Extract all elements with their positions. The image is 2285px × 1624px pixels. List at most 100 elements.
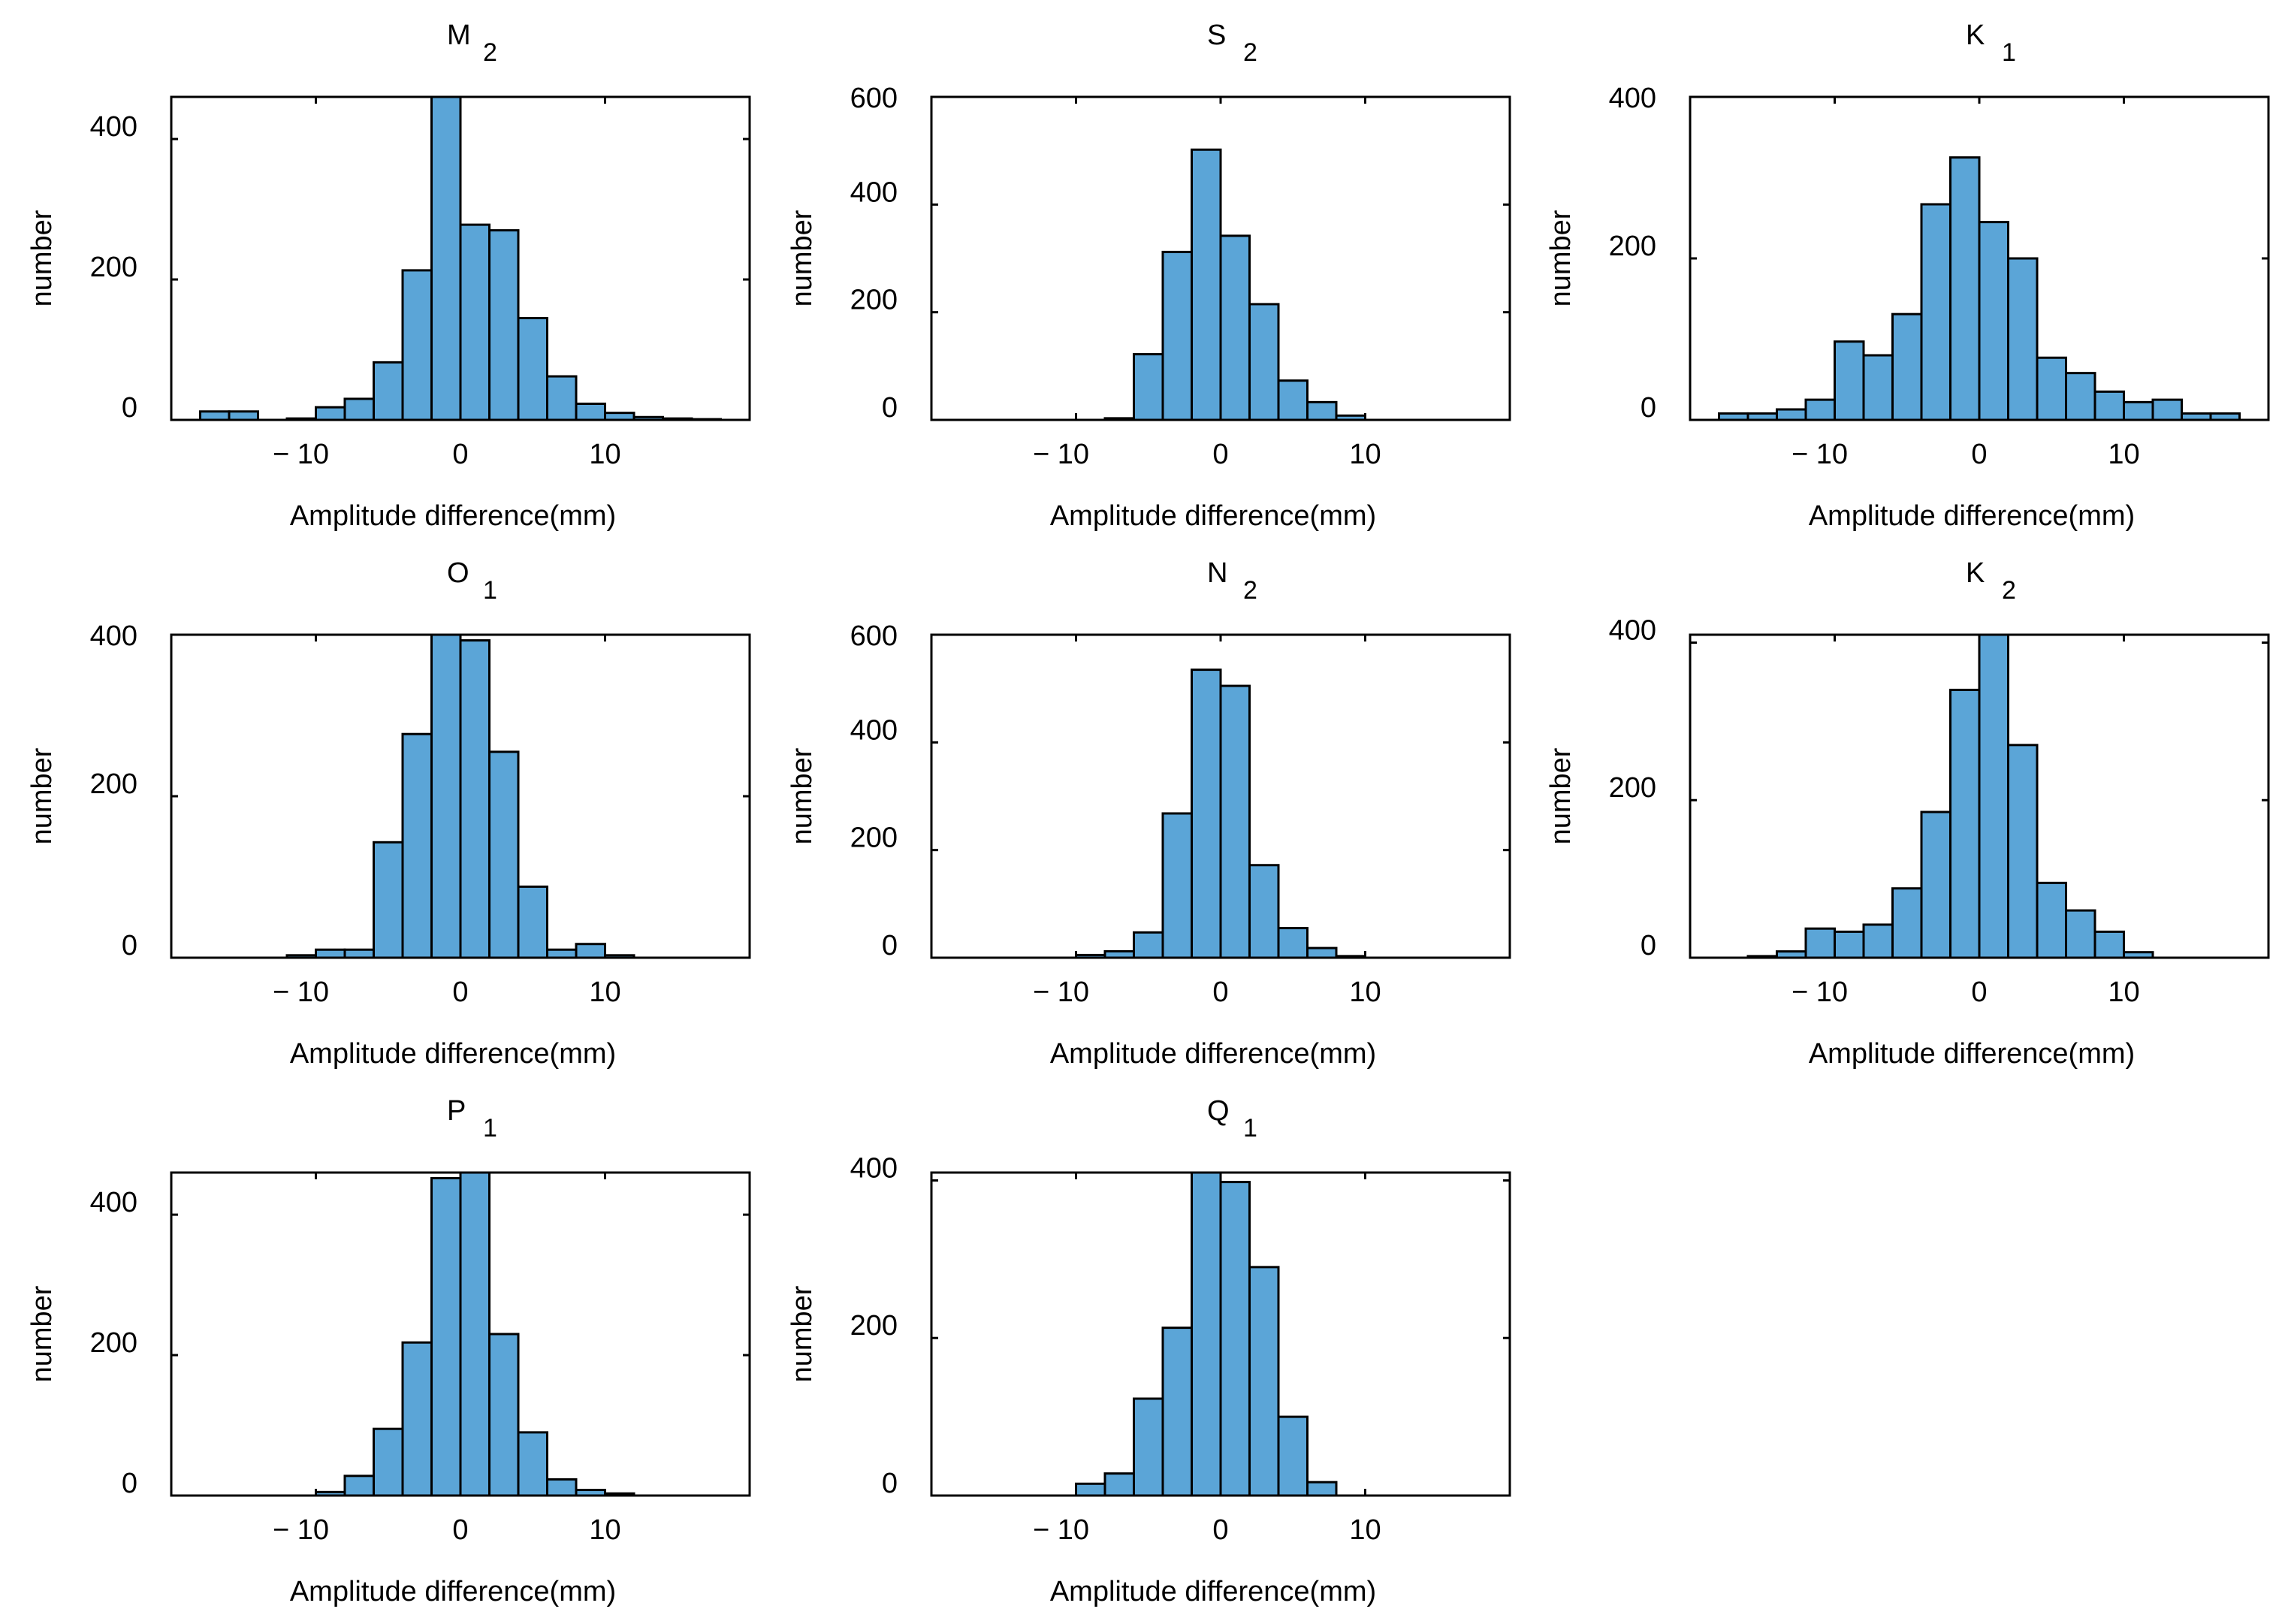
- panel-title-subscript: 1: [2002, 38, 2016, 67]
- histogram-bar: [430, 1176, 462, 1497]
- x-axis-label: Amplitude difference(mm): [1050, 1038, 1376, 1070]
- x-axis-label: Amplitude difference(mm): [1050, 500, 1376, 532]
- histogram-panel: 0 200 400 600 − 10 0 10 Amplitude difference(mm…: [786, 20, 1511, 532]
- histogram-bar: [1103, 1472, 1135, 1497]
- y-tick-label: 200: [90, 1327, 137, 1359]
- histogram-bar: [2123, 400, 2154, 421]
- histogram-bar: [546, 1478, 578, 1497]
- x-axis-label: Amplitude difference(mm): [290, 1038, 616, 1070]
- x-tick-label: 10: [2108, 977, 2139, 1008]
- histogram-bar: [575, 943, 606, 959]
- x-tick-label: − 10: [1791, 977, 1848, 1008]
- y-tick-label: 0: [882, 1468, 898, 1499]
- panel-title: O: [447, 557, 469, 589]
- histogram-bar: [1862, 354, 1894, 421]
- y-tick-label: 0: [882, 930, 898, 961]
- histogram-bar: [1133, 931, 1164, 959]
- histogram-bar: [1978, 633, 2009, 959]
- histogram-bar: [517, 885, 548, 959]
- x-tick-label: − 10: [273, 977, 329, 1008]
- y-tick-label: 400: [90, 1187, 137, 1218]
- histogram-panel: 0 200 400 − 10 0 10 Amplitude difference(mm) nu…: [786, 1095, 1511, 1607]
- x-tick-label: − 10: [1033, 439, 1089, 470]
- histogram-bar: [1776, 408, 1807, 421]
- x-tick-label: 10: [1349, 1514, 1381, 1546]
- panel-title: Q: [1207, 1095, 1230, 1127]
- histogram-bar: [1133, 353, 1164, 421]
- y-tick-label: 400: [90, 620, 137, 652]
- y-axis-label: number: [26, 210, 58, 306]
- histogram-bar: [1949, 156, 1981, 421]
- histogram-bar: [430, 633, 462, 959]
- histogram-bar: [373, 1427, 404, 1497]
- x-tick-label: 10: [589, 439, 620, 470]
- y-tick-label: 400: [850, 714, 898, 746]
- histogram-bar: [1219, 684, 1251, 959]
- histogram-bar: [401, 1341, 433, 1497]
- histogram-panel: 0 200 400 − 10 0 10 Amplitude difference(mm) nu…: [26, 557, 751, 1070]
- y-axis-label: number: [26, 1285, 58, 1382]
- histogram-bar: [1161, 812, 1193, 959]
- histogram-bar: [1891, 312, 1923, 421]
- y-tick-label: 200: [850, 1310, 898, 1342]
- histogram-bar: [1191, 1171, 1222, 1497]
- histogram-panel: 0 200 400 − 10 0 10 Amplitude difference(mm) nu…: [26, 1095, 751, 1607]
- histogram-bar: [2007, 744, 2039, 959]
- y-tick-label: 200: [90, 768, 137, 800]
- histogram-bar: [1191, 148, 1222, 421]
- x-tick-label: − 10: [1033, 1514, 1089, 1546]
- histogram-bar: [373, 361, 404, 421]
- x-axis-label: Amplitude difference(mm): [290, 500, 616, 532]
- y-axis-label: number: [786, 210, 818, 306]
- x-axis-label: Amplitude difference(mm): [1050, 1576, 1376, 1607]
- histogram-bar: [2093, 390, 2125, 421]
- histogram-bar: [343, 948, 375, 959]
- histogram-bar: [343, 397, 375, 421]
- y-axis-label: number: [1545, 210, 1577, 306]
- y-tick-label: 400: [850, 177, 898, 208]
- histogram-bar: [2007, 257, 2039, 421]
- histogram-bar: [1306, 400, 1338, 421]
- histogram-bar: [2036, 356, 2067, 421]
- panel-title: P: [447, 1095, 466, 1127]
- x-tick-label: 0: [452, 977, 468, 1008]
- histogram-bar: [1248, 864, 1280, 959]
- histogram-bar: [546, 375, 578, 421]
- histogram-bar: [1277, 1415, 1309, 1497]
- histogram-bar: [1920, 810, 1951, 959]
- histogram-bar: [488, 750, 520, 959]
- panel-title: M: [447, 20, 471, 51]
- x-tick-label: − 10: [1791, 439, 1848, 470]
- y-tick-label: 200: [1609, 772, 1656, 804]
- y-tick-label: 0: [1641, 392, 1656, 424]
- x-axis-label: Amplitude difference(mm): [1809, 1038, 2135, 1070]
- x-tick-label: 0: [1212, 1514, 1228, 1546]
- histogram-bar: [315, 406, 346, 421]
- panel-title: N: [1207, 557, 1227, 589]
- y-tick-label: 200: [1609, 231, 1656, 262]
- x-tick-label: 0: [1971, 439, 1987, 470]
- histogram-bar: [1277, 379, 1309, 421]
- histogram-bar: [1161, 1327, 1193, 1497]
- y-axis-label: number: [786, 1285, 818, 1382]
- histogram-bar: [1161, 250, 1193, 421]
- panel-title-subscript: 1: [483, 576, 497, 605]
- histogram-bar: [517, 1431, 548, 1497]
- y-tick-label: 400: [1609, 83, 1656, 114]
- panel-title: S: [1207, 20, 1226, 51]
- histogram-bar: [1920, 203, 1951, 421]
- histogram-bar: [2065, 372, 2096, 421]
- y-tick-label: 200: [850, 823, 898, 854]
- histogram-bar: [373, 841, 404, 959]
- panel-title-subscript: 1: [1243, 1114, 1257, 1143]
- x-tick-label: − 10: [1033, 977, 1089, 1008]
- histogram-bar: [459, 639, 491, 959]
- histogram-bar: [488, 1333, 520, 1497]
- histogram-bar: [517, 316, 548, 421]
- panel-title-subscript: 2: [483, 38, 497, 67]
- x-tick-label: 10: [1349, 977, 1381, 1008]
- histogram-bar: [1306, 1481, 1338, 1497]
- y-tick-label: 400: [850, 1152, 898, 1184]
- histogram-bar: [228, 410, 259, 421]
- histogram-bar: [401, 269, 433, 421]
